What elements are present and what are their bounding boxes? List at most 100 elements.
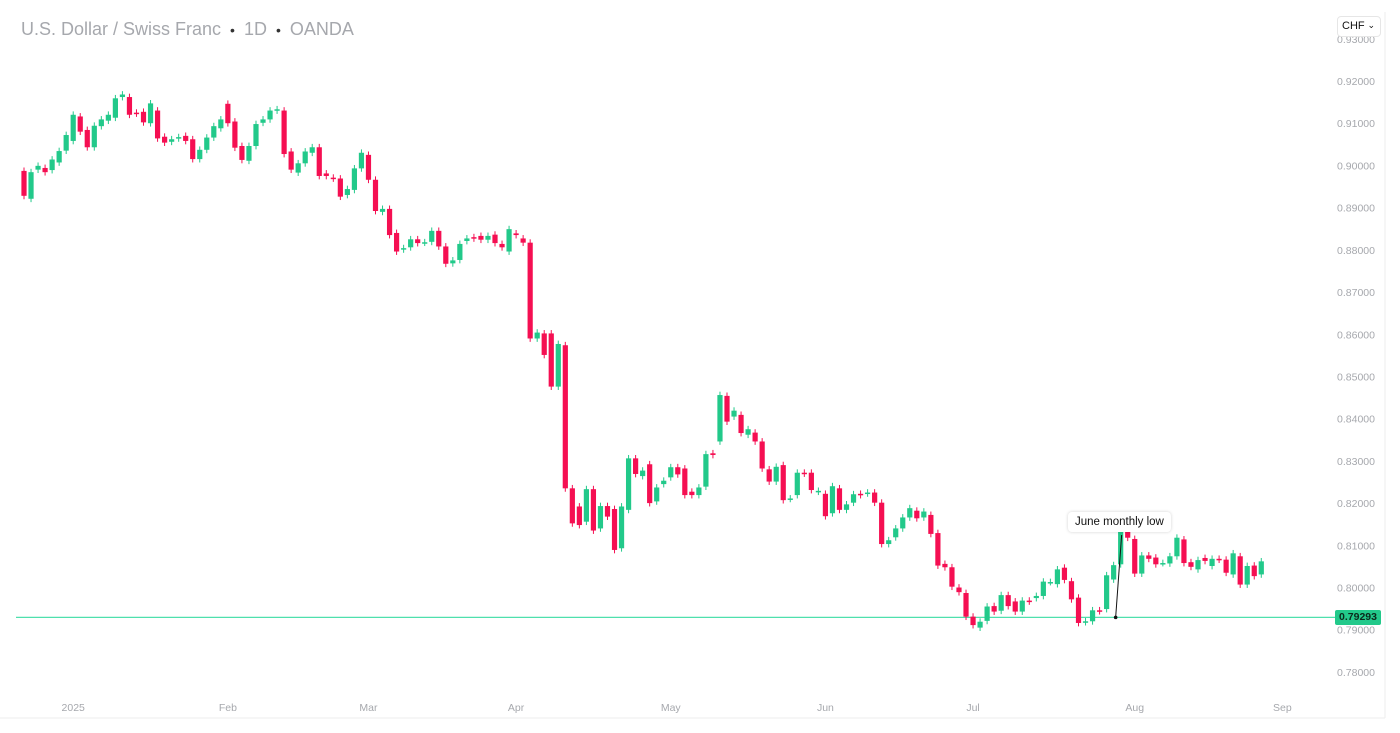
- candle-body: [204, 137, 210, 150]
- candle-down: [914, 507, 920, 522]
- candle-body: [1251, 565, 1257, 577]
- candle-body: [956, 587, 962, 593]
- candle-down: [949, 563, 955, 591]
- candle-body: [766, 469, 772, 482]
- separator: •: [275, 22, 281, 38]
- candle-body: [527, 242, 533, 339]
- candle-up: [408, 235, 414, 251]
- candle-down: [316, 143, 322, 180]
- candle-up: [49, 156, 55, 174]
- candle-body: [112, 98, 118, 118]
- x-tick-label: Jun: [817, 702, 834, 714]
- candle-up: [815, 487, 821, 496]
- candle-down: [1251, 562, 1257, 580]
- candle-body: [1089, 610, 1096, 622]
- candle-up: [464, 235, 470, 245]
- candle-down: [780, 461, 786, 504]
- candle-body: [471, 237, 477, 239]
- candle-body: [604, 506, 611, 517]
- candle-body: [302, 151, 308, 164]
- candle-up: [197, 146, 203, 163]
- candle-body: [386, 208, 393, 236]
- candle-body: [928, 514, 934, 534]
- candle-body: [337, 178, 343, 197]
- candle-body: [147, 103, 154, 124]
- candle-body: [590, 489, 597, 531]
- candle-down: [1237, 552, 1243, 588]
- interval[interactable]: 1D: [243, 19, 267, 39]
- candle-body: [1111, 565, 1117, 580]
- candle-body: [436, 230, 442, 247]
- y-tick-label: 0.85000: [1337, 371, 1375, 383]
- candle-down: [857, 490, 864, 499]
- candle-down: [1223, 556, 1229, 577]
- candle-down: [393, 229, 400, 255]
- candle-body: [576, 506, 582, 526]
- candle-body: [21, 170, 27, 196]
- candle-down: [1026, 597, 1032, 605]
- currency-selector[interactable]: CHF ⌄: [1337, 16, 1381, 37]
- candle-up: [211, 122, 217, 141]
- candle-body: [942, 563, 948, 568]
- candle-body: [379, 208, 386, 212]
- candle-down: [415, 235, 421, 247]
- candle-body: [267, 110, 273, 120]
- candle-body: [640, 470, 646, 477]
- candle-up: [56, 147, 62, 166]
- candle-down: [956, 584, 962, 596]
- candle-down: [752, 429, 758, 445]
- candle-up: [829, 482, 836, 517]
- candle-body: [133, 112, 140, 115]
- candle-down: [436, 227, 442, 250]
- candle-down: [288, 148, 294, 174]
- candle-down: [337, 175, 343, 201]
- candle-body: [358, 152, 365, 169]
- candle-body: [91, 125, 97, 148]
- candle-up: [295, 159, 301, 176]
- annotation-connector: [1115, 534, 1123, 618]
- candle-up: [1111, 561, 1117, 583]
- candle-up: [450, 257, 456, 267]
- candle-body: [977, 621, 983, 628]
- y-tick-label: 0.92000: [1337, 76, 1375, 88]
- candle-body: [759, 441, 765, 469]
- candle-down: [1188, 558, 1194, 571]
- candle-up: [63, 131, 69, 155]
- candle-up: [457, 240, 463, 264]
- candle-up: [274, 105, 280, 114]
- candle-body: [654, 487, 660, 502]
- candle-body: [822, 493, 829, 517]
- candle-down: [443, 243, 449, 268]
- candle-up: [921, 508, 927, 521]
- candle-body: [949, 567, 955, 587]
- candle-body: [520, 238, 526, 243]
- candle-body: [703, 454, 709, 487]
- candle-down: [710, 449, 716, 459]
- candle-body: [1040, 581, 1046, 596]
- candle-down: [991, 602, 997, 615]
- candle-body: [569, 488, 575, 524]
- candle-body: [239, 146, 245, 160]
- candle-body: [675, 467, 681, 475]
- candle-body: [872, 492, 878, 503]
- candle-body: [288, 151, 294, 170]
- candle-body: [829, 486, 836, 514]
- candle-body: [35, 165, 41, 170]
- candle-body: [780, 465, 786, 501]
- candle-body: [668, 467, 674, 478]
- candle-up: [625, 454, 632, 514]
- candle-up: [218, 116, 224, 132]
- candle-up: [98, 116, 104, 130]
- candle-body: [1237, 556, 1243, 585]
- candle-body: [464, 238, 470, 241]
- candle-body: [309, 147, 315, 153]
- candle-down: [1075, 594, 1082, 627]
- candle-body: [1160, 563, 1166, 565]
- candle-body: [633, 458, 639, 474]
- candle-body: [295, 163, 301, 173]
- candle-body: [836, 488, 843, 510]
- annotation-label[interactable]: June monthly low: [1068, 512, 1171, 532]
- candle-body: [738, 414, 744, 434]
- candle-body: [232, 121, 238, 148]
